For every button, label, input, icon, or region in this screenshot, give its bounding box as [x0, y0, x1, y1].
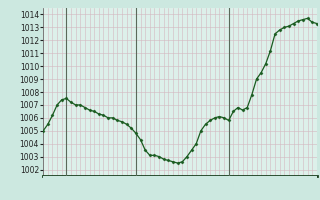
Text: Sam: Sam: [138, 181, 158, 190]
Text: Dim: Dim: [231, 181, 249, 190]
Text: Ven: Ven: [69, 181, 85, 190]
